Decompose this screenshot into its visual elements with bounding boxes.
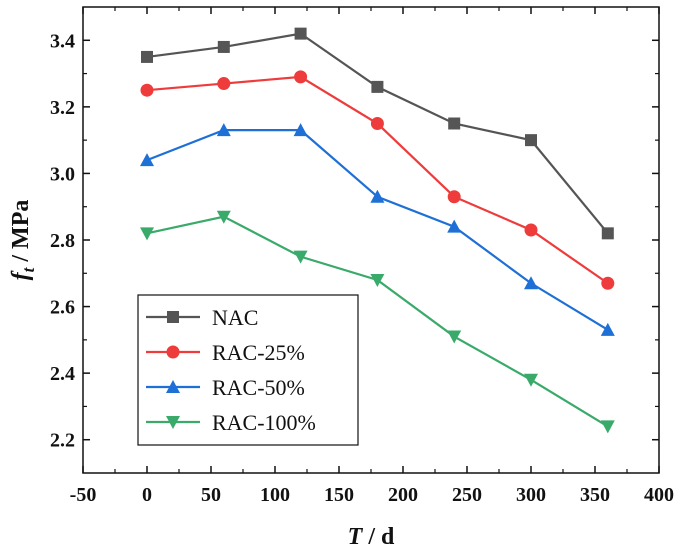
x-tick-label: 0 <box>142 484 152 506</box>
data-point <box>524 276 538 290</box>
x-tick-label: 100 <box>260 484 290 506</box>
y-tick-label: 2.2 <box>50 430 75 452</box>
legend-label: RAC-50% <box>212 375 305 400</box>
x-tick-label: 350 <box>580 484 610 506</box>
data-point <box>601 276 615 290</box>
data-point <box>140 227 154 241</box>
data-point <box>217 40 230 53</box>
data-point <box>600 420 615 434</box>
x-tick-label: -50 <box>70 484 97 506</box>
data-point <box>370 273 385 287</box>
data-point <box>217 77 231 91</box>
y-tick-label: 3.0 <box>50 163 75 185</box>
data-point <box>601 227 614 240</box>
y-tick-label: 2.4 <box>50 363 75 385</box>
x-tick-label: 400 <box>644 484 674 506</box>
legend-marker-2 <box>166 380 180 393</box>
data-point <box>294 27 307 40</box>
y-tick-label: 3.4 <box>50 30 75 52</box>
data-point <box>447 330 462 344</box>
legend-marker-0 <box>167 311 179 323</box>
data-point <box>141 50 153 63</box>
x-tick-label: 250 <box>452 484 482 506</box>
y-tick-label: 2.8 <box>50 230 75 252</box>
y-axis-title: ft / MPa <box>8 200 38 281</box>
data-point <box>448 117 461 130</box>
data-point <box>524 223 538 237</box>
data-point <box>294 70 308 84</box>
data-point <box>293 250 308 264</box>
legend-label: NAC <box>212 305 258 330</box>
series-line-1 <box>146 75 609 285</box>
x-axis-title: T / d <box>348 524 395 550</box>
data-point <box>370 189 385 203</box>
x-tick-label: 200 <box>388 484 418 506</box>
data-point <box>600 322 615 336</box>
data-point <box>140 83 154 97</box>
legend-marker-3 <box>166 416 180 429</box>
x-tick-label: 300 <box>516 484 546 506</box>
y-tick-label: 3.2 <box>50 97 75 119</box>
legend-label: RAC-100% <box>212 410 316 435</box>
data-point <box>447 219 462 233</box>
data-point <box>216 210 231 224</box>
data-point <box>525 134 537 147</box>
data-point <box>447 190 461 204</box>
x-tick-label: 50 <box>201 484 221 506</box>
legend-label: RAC-25% <box>212 340 305 365</box>
data-point <box>524 373 538 387</box>
data-point <box>140 153 154 167</box>
x-tick-label: 150 <box>324 484 354 506</box>
data-point <box>371 80 384 93</box>
data-point <box>370 117 384 130</box>
data-point <box>216 123 231 137</box>
legend-marker-1 <box>166 345 180 359</box>
data-point <box>293 123 308 137</box>
y-tick-label: 2.6 <box>50 297 75 319</box>
